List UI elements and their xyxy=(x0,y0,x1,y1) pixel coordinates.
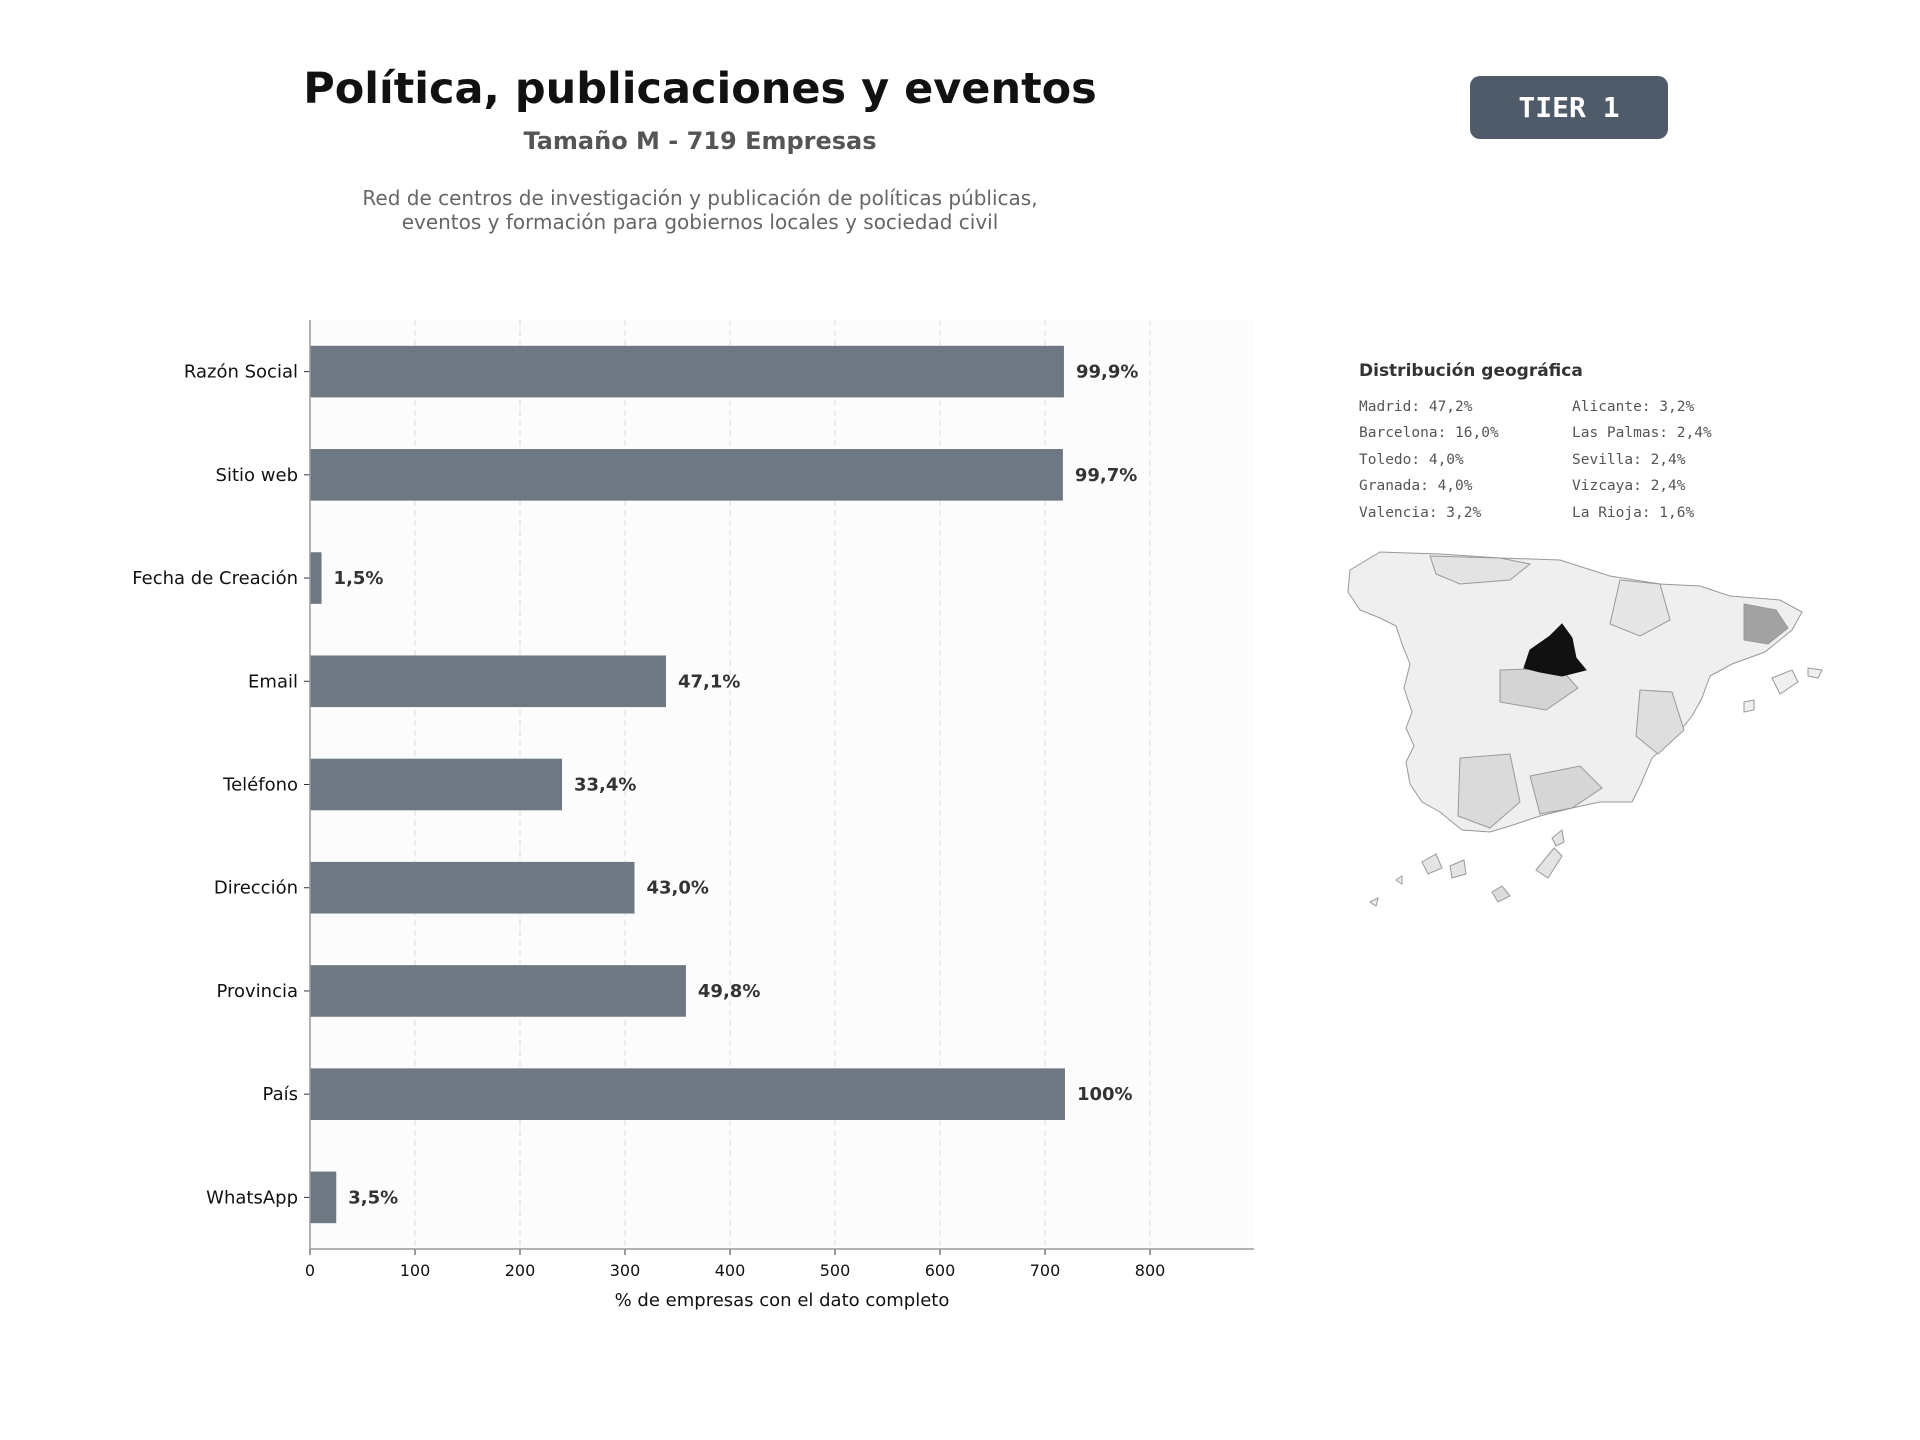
data-label: 99,9% xyxy=(1076,362,1138,383)
geo-item: Madrid: 47,2% xyxy=(1359,399,1473,415)
map-region-north xyxy=(1429,555,1532,585)
data-label: 49,8% xyxy=(698,981,760,1002)
data-label: 33,4% xyxy=(574,775,636,796)
map-canary-5 xyxy=(1551,829,1565,847)
x-tick-label: 100 xyxy=(400,1261,431,1280)
x-tick-label: 600 xyxy=(925,1261,956,1280)
bar-chart: 0 100 200 300 400 500 600 700 800 Razón Social 99,… xyxy=(132,320,1254,1311)
bar xyxy=(310,655,666,708)
category-label: País xyxy=(263,1084,298,1105)
map-balearic-menorca xyxy=(1807,667,1823,679)
data-label: 1,5% xyxy=(334,568,384,589)
map-balearic-ibiza xyxy=(1743,699,1755,713)
x-tick-label: 300 xyxy=(610,1261,641,1280)
geo-item: Granada: 4,0% xyxy=(1359,478,1473,495)
bar xyxy=(310,861,635,914)
page-subtitle: Tamaño M - 719 Empresas xyxy=(523,127,877,155)
x-tick-label: 200 xyxy=(505,1261,536,1280)
map-canary-4 xyxy=(1535,847,1563,879)
x-axis-label: % de empresas con el dato completo xyxy=(615,1290,950,1311)
map-canary-1 xyxy=(1421,853,1443,875)
map-region-northeast xyxy=(1609,579,1671,637)
data-label: 100% xyxy=(1077,1084,1133,1105)
geo-item: Vizcaya: 2,4% xyxy=(1572,478,1686,495)
x-tick-label: 500 xyxy=(820,1261,851,1280)
map-region-andalucia-west xyxy=(1457,753,1521,829)
geo-item: Valencia: 3,2% xyxy=(1359,504,1482,521)
page-title: Política, publicaciones y eventos xyxy=(303,64,1097,114)
category-label: Dirección xyxy=(214,878,298,899)
description-line-2: eventos y formación para gobiernos local… xyxy=(401,210,999,234)
category-label: Email xyxy=(248,671,298,692)
map-region-east xyxy=(1635,689,1685,755)
map-canary-3 xyxy=(1491,885,1511,903)
data-label: 43,0% xyxy=(646,878,708,899)
tier-badge: TIER 1 xyxy=(1470,76,1668,139)
map-region-andalucia-east xyxy=(1529,765,1603,815)
map-canary-2 xyxy=(1449,859,1467,879)
bar xyxy=(310,552,322,604)
category-label: Razón Social xyxy=(184,362,298,383)
geo-item: Sevilla: 2,4% xyxy=(1572,451,1686,468)
category-label: Fecha de Creación xyxy=(132,568,298,589)
spain-map xyxy=(1347,551,1823,907)
map-canary-6 xyxy=(1395,875,1403,885)
x-tick-label: 700 xyxy=(1030,1261,1061,1280)
description-line-1: Red de centros de investigación y public… xyxy=(362,186,1038,210)
x-tick-label: 800 xyxy=(1135,1261,1166,1280)
x-tick-label: 0 xyxy=(305,1261,315,1280)
data-label: 99,7% xyxy=(1075,465,1137,486)
bar xyxy=(310,965,686,1017)
map-balearic-mallorca xyxy=(1771,669,1799,695)
data-label: 3,5% xyxy=(348,1187,398,1208)
map-region-madrid xyxy=(1523,623,1587,677)
map-region-barcelona xyxy=(1743,603,1789,645)
bar xyxy=(310,758,563,811)
geo-item: La Rioja: 1,6% xyxy=(1572,504,1695,521)
category-label: Teléfono xyxy=(222,775,298,796)
bar xyxy=(310,1068,1065,1120)
category-label: Provincia xyxy=(216,981,298,1002)
category-label: WhatsApp xyxy=(206,1187,298,1208)
data-label: 47,1% xyxy=(678,671,740,692)
bar xyxy=(310,1171,337,1224)
map-canary-7 xyxy=(1369,897,1379,907)
bar xyxy=(310,345,1064,398)
geo-distribution-title: Distribución geográfica xyxy=(1359,361,1583,381)
geo-item: Barcelona: 16,0% xyxy=(1359,425,1499,442)
x-tick-label: 400 xyxy=(715,1261,746,1280)
geo-item: Toledo: 4,0% xyxy=(1359,451,1464,468)
geo-item: Alicante: 3,2% xyxy=(1572,399,1695,415)
bar xyxy=(310,449,1063,501)
category-label: Sitio web xyxy=(216,465,298,486)
geo-item: Las Palmas: 2,4% xyxy=(1572,425,1712,442)
